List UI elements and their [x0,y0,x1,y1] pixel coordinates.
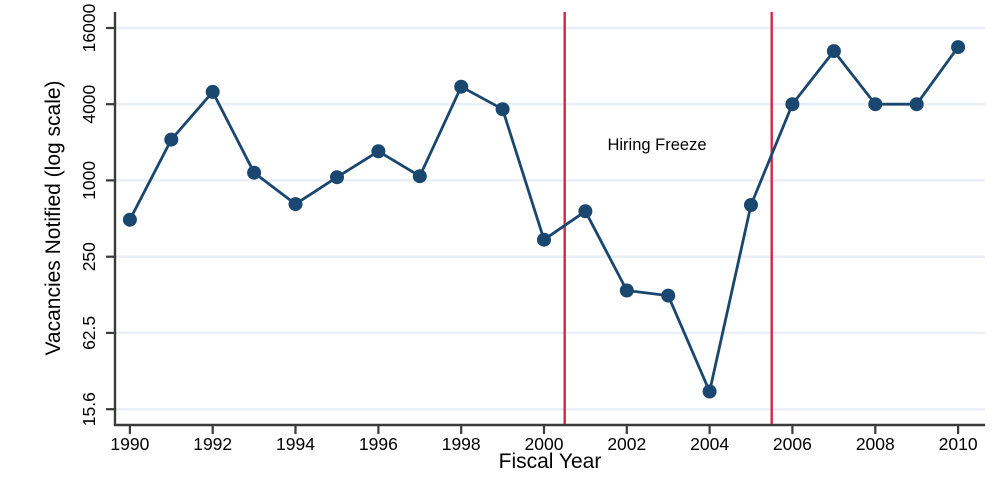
x-tick-label: 1990 [110,434,149,454]
data-point [826,44,841,59]
data-point [288,197,303,212]
data-point [371,144,386,159]
y-tick-label: 16000 [79,3,99,52]
data-point [951,40,966,55]
data-point [164,132,179,147]
data-point [785,97,800,112]
data-point [744,198,758,212]
data-point [578,204,593,219]
data-point [412,169,427,184]
x-tick-label: 2000 [525,434,564,454]
x-tick-label: 1998 [442,434,481,454]
y-tick-label: 15.6 [79,392,99,426]
annotation-hiring-freeze: Hiring Freeze [607,136,706,154]
data-point [454,79,469,94]
x-tick-label: 1992 [193,434,232,454]
x-tick-label: 1994 [276,434,315,454]
y-tick-label: 1000 [79,161,99,200]
data-point [537,232,551,247]
data-point [909,97,924,112]
y-axis-title: Vacancies Notified (log scale) [42,80,65,355]
x-tick-label: 2008 [856,434,895,454]
x-tick-label: 2004 [690,434,729,454]
x-tick-label: 1996 [359,434,398,454]
data-point [205,84,220,99]
data-point [868,97,883,112]
x-tick-label: 2010 [939,434,978,454]
data-point [702,384,717,399]
data-point [247,165,262,180]
x-tick-label: 2006 [773,434,812,454]
x-axis-title: Fiscal Year [499,450,602,473]
data-point [495,102,510,117]
data-point [122,212,137,227]
data-point [619,283,634,298]
data-point [330,170,344,185]
series-line [128,45,960,393]
y-tick-label: 250 [79,242,99,271]
y-tick-label: 4000 [79,84,99,123]
x-tick-label: 2002 [607,434,646,454]
y-tick-label: 62.5 [79,316,99,350]
data-point [661,288,676,303]
